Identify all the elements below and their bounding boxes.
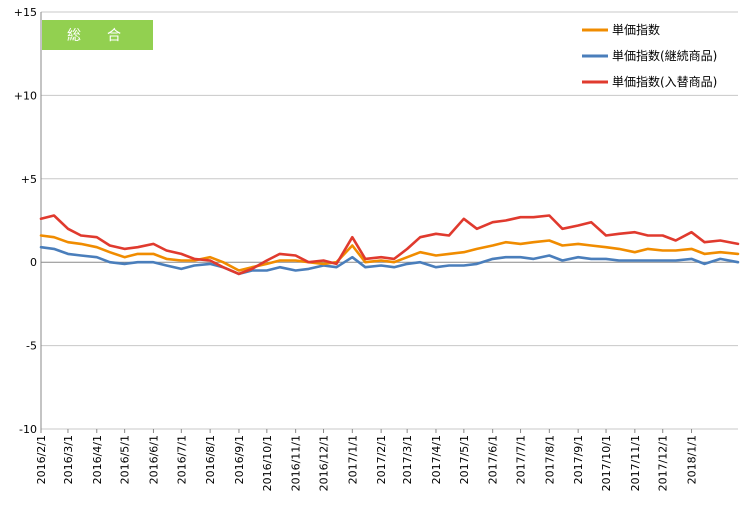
y-tick-label: 0 (30, 256, 37, 269)
x-tick-label: 2017/6/1 (487, 435, 500, 484)
y-tick-label: +10 (14, 89, 37, 102)
y-tick-label: -10 (19, 423, 37, 436)
x-tick-label: 2017/9/1 (572, 435, 585, 484)
x-tick-label: 2017/8/1 (543, 435, 556, 484)
x-tick-label: 2016/9/1 (233, 435, 246, 484)
y-tick-label: +15 (14, 6, 37, 19)
series-line-1 (39, 234, 740, 272)
x-tick-label: 2016/7/1 (175, 435, 188, 484)
x-tick-label: 2016/12/1 (318, 435, 331, 491)
x-tick-label: 2017/11/1 (629, 435, 642, 491)
x-tick-label: 2017/12/1 (657, 435, 670, 491)
category-badge: 総 合 (42, 20, 153, 50)
legend-entry: 単価指数(入替商品) (612, 74, 717, 89)
x-tick-label: 2016/4/1 (91, 435, 104, 484)
x-tick-label: 2017/1/1 (346, 435, 359, 484)
series-lines (39, 214, 740, 276)
y-tick-label: +5 (21, 173, 37, 186)
series-line-2 (39, 245, 740, 276)
x-tick-label: 2016/8/1 (204, 435, 217, 484)
x-tick-label: 2017/3/1 (401, 435, 414, 484)
y-axis-tick-labels: +15 +10 +5 0 -5 -10 (14, 6, 37, 436)
legend-entry: 単価指数 (612, 22, 660, 37)
x-tick-label: 2017/5/1 (458, 435, 471, 484)
x-tick-label: 2017/2/1 (375, 435, 388, 484)
x-axis-tick-labels: 2016/2/1 2016/3/1 2016/4/1 2016/5/1 2016/6/1… (35, 429, 699, 491)
x-tick-label: 2017/10/1 (600, 435, 613, 491)
y-tick-label: -5 (26, 340, 37, 353)
x-tick-label: 2016/5/1 (119, 435, 132, 484)
x-tick-label: 2016/6/1 (147, 435, 160, 484)
x-tick-label: 2016/3/1 (62, 435, 75, 484)
category-badge-background (42, 20, 153, 50)
x-tick-label: 2017/7/1 (515, 435, 528, 484)
x-tick-label: 2016/2/1 (35, 435, 48, 484)
x-tick-label: 2018/1/1 (686, 435, 699, 484)
x-tick-label: 2017/4/1 (430, 435, 443, 484)
x-tick-label: 2016/11/1 (290, 435, 303, 491)
series-line-3 (39, 214, 740, 276)
legend-entry: 単価指数(継続商品) (612, 48, 717, 63)
category-badge-label: 総 合 (67, 28, 127, 44)
x-tick-label: 2016/10/1 (261, 435, 274, 491)
